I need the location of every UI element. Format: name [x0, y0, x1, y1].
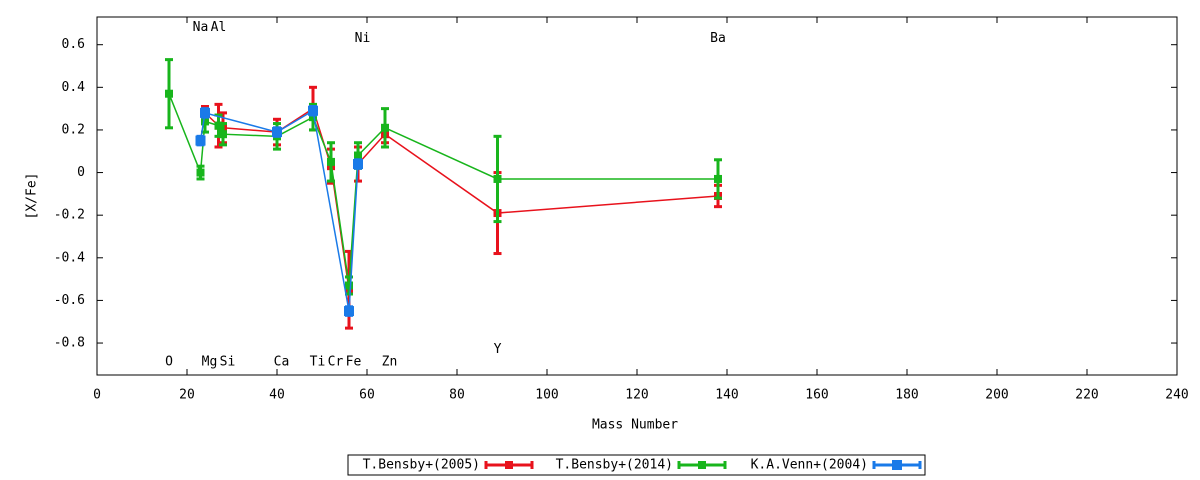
marker — [344, 306, 354, 317]
annotation: Zn — [382, 355, 398, 370]
marker — [354, 151, 362, 160]
y-axis-label: [X/Fe] — [25, 173, 40, 220]
legend-swatch — [505, 461, 513, 469]
marker — [200, 107, 210, 118]
annotation: Ba — [710, 31, 726, 46]
annotation: Mg — [202, 355, 218, 370]
annotation: Y — [494, 342, 502, 357]
marker — [327, 157, 335, 166]
x-tick-label: 100 — [535, 388, 558, 403]
x-tick-label: 40 — [269, 388, 285, 403]
x-tick-label: 220 — [1075, 388, 1098, 403]
plot-frame — [96, 16, 1178, 376]
marker — [272, 127, 282, 138]
y-tick-label: 0 — [77, 165, 85, 180]
x-tick-label: 180 — [895, 388, 918, 403]
marker — [309, 113, 317, 122]
marker — [201, 117, 209, 126]
legend-label: K.A.Venn+(2004) — [751, 458, 868, 473]
x-tick-label: 20 — [179, 388, 195, 403]
annotation: Si — [220, 355, 236, 370]
y-tick-label: -0.2 — [54, 208, 85, 223]
marker — [345, 281, 353, 290]
y-tick-label: -0.4 — [54, 250, 85, 265]
y-tick-label: -0.8 — [54, 336, 85, 351]
x-tick-label: 120 — [625, 388, 648, 403]
marker — [381, 123, 389, 132]
marker — [353, 159, 363, 170]
series-line — [168, 93, 718, 286]
x-tick-label: 80 — [449, 388, 465, 403]
annotation: Ti — [310, 355, 326, 370]
legend-swatch — [698, 461, 706, 469]
x-tick-label: 140 — [715, 388, 738, 403]
marker — [308, 105, 318, 116]
x-tick-label: 60 — [359, 388, 375, 403]
annotation: O — [165, 355, 173, 370]
marker — [714, 174, 722, 183]
series — [195, 105, 363, 317]
annotation: Na — [193, 20, 209, 35]
legend-box — [347, 454, 926, 476]
y-tick-label: 0.6 — [62, 37, 85, 52]
legend-swatch — [892, 460, 902, 470]
x-tick-label: 200 — [985, 388, 1008, 403]
marker — [165, 89, 173, 98]
series — [165, 58, 722, 296]
marker — [214, 121, 223, 130]
y-tick-label: 0.4 — [62, 80, 86, 95]
legend-label: T.Bensby+(2014) — [556, 458, 673, 473]
annotation: Cr — [328, 355, 344, 370]
x-tick-label: 240 — [1165, 388, 1188, 403]
marker — [219, 130, 227, 139]
y-tick-label: -0.6 — [54, 293, 85, 308]
legend-label: T.Bensby+(2005) — [363, 458, 480, 473]
x-axis-label: Mass Number — [592, 418, 678, 433]
y-tick-label: 0.2 — [62, 122, 85, 137]
annotation: Fe — [346, 355, 362, 370]
annotation: Ni — [355, 31, 371, 46]
marker — [493, 174, 502, 183]
marker — [195, 135, 206, 146]
annotation: Ca — [274, 355, 290, 370]
annotation: Al — [211, 20, 227, 35]
x-tick-label: 160 — [805, 388, 828, 403]
marker — [196, 168, 205, 177]
x-tick-label: 0 — [93, 388, 101, 403]
